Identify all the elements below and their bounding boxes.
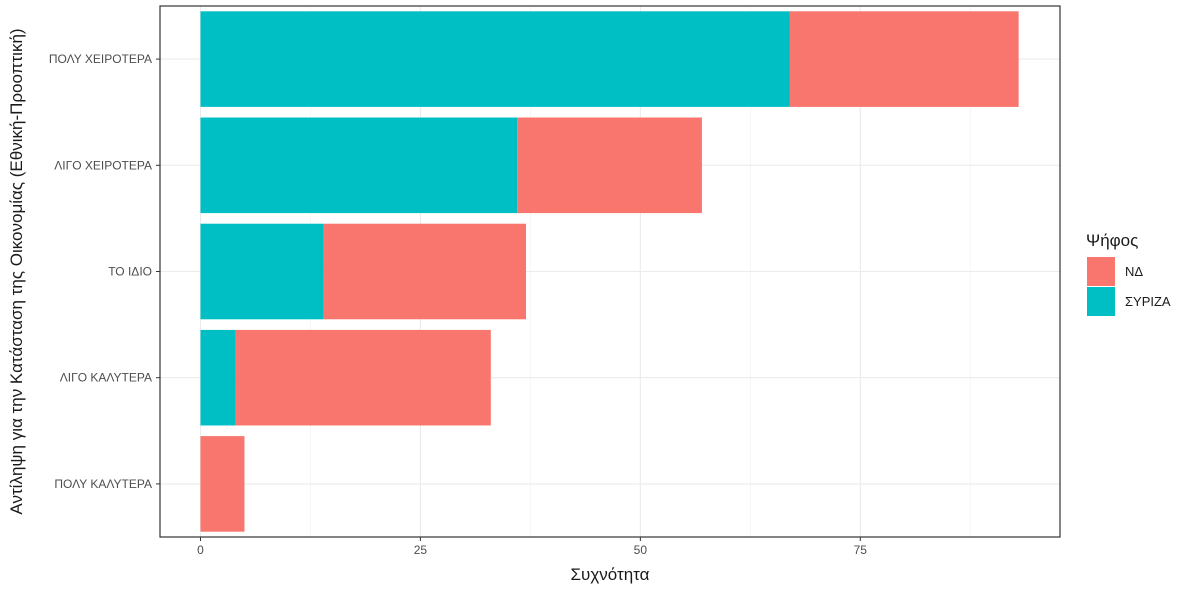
y-tick-label: ΛΙΓΟ ΚΑΛΥΤΕΡΑ <box>60 371 152 385</box>
bar-segment <box>200 117 518 214</box>
x-tick-label: 25 <box>414 543 428 557</box>
legend-label-syriza: ΣΥΡΙΖΑ <box>1125 294 1171 309</box>
bars-layer <box>200 11 1019 532</box>
legend-key-nd <box>1087 257 1115 286</box>
y-tick-label: ΤΟ ΙΔΙΟ <box>108 265 152 279</box>
ticks-layer: 0 25 50 75 ΠΟΛΥ ΧΕΙΡΟΤΕΡΑ ΛΙΓΟ ΧΕΙΡΟΤΕΡΑ ΤΟ ΙΔ… <box>49 52 867 557</box>
x-axis-title: Συχνότητα <box>571 565 650 584</box>
bar-segment <box>200 329 236 426</box>
legend-key-syriza <box>1087 287 1115 316</box>
bar-segment <box>789 11 1019 107</box>
bar-segment <box>200 223 324 320</box>
legend-title: Ψήφος <box>1086 231 1138 250</box>
bar-segment <box>200 436 245 532</box>
x-tick-label: 0 <box>197 543 204 557</box>
y-tick-label: ΠΟΛΥ ΚΑΛΥΤΕΡΑ <box>54 477 152 491</box>
legend: Ψήφος ΝΔ ΣΥΡΙΖΑ <box>1086 231 1171 316</box>
y-tick-label: ΠΟΛΥ ΧΕΙΡΟΤΕΡΑ <box>49 52 152 66</box>
y-axis-title: Αντίληψη για την Κατάσταση της Οικονομία… <box>7 28 26 514</box>
legend-label-nd: ΝΔ <box>1125 264 1143 279</box>
bar-segment <box>323 223 526 320</box>
bar-segment <box>517 117 702 214</box>
bar-segment <box>200 11 790 107</box>
x-tick-label: 75 <box>854 543 868 557</box>
y-tick-label: ΛΙΓΟ ΧΕΙΡΟΤΕΡΑ <box>54 158 152 172</box>
bar-segment <box>235 329 491 426</box>
x-tick-label: 50 <box>634 543 648 557</box>
